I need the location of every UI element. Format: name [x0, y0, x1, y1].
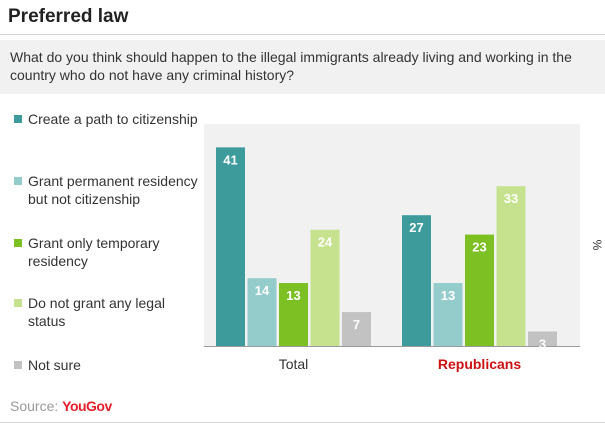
- source-line: Source: YouGov: [10, 398, 112, 414]
- legend-label: Grant only temporary residency: [28, 235, 160, 269]
- source-label: Source:: [10, 398, 59, 414]
- legend-label: Grant permanent residency but not citize…: [28, 173, 198, 207]
- legend-label: Do not grant any legal status: [28, 295, 165, 329]
- data-label: 7: [353, 317, 360, 332]
- legend-swatch: [14, 299, 22, 307]
- bar: [528, 331, 557, 346]
- bar: [496, 186, 526, 346]
- y-axis-label: %: [590, 240, 604, 251]
- survey-question: What do you think should happen to the i…: [0, 40, 605, 94]
- data-label: 23: [472, 240, 486, 255]
- legend-swatch: [14, 115, 22, 123]
- chart-title: Preferred law: [8, 6, 129, 27]
- legend-swatch: [14, 239, 22, 247]
- data-label: 13: [286, 288, 300, 303]
- data-label: 24: [318, 235, 333, 250]
- yougov-logo: YouGov: [62, 398, 112, 414]
- bar: [279, 283, 308, 346]
- data-label: 27: [409, 220, 423, 235]
- bar: [402, 215, 431, 346]
- data-label: 41: [223, 152, 237, 167]
- bar: [342, 312, 371, 346]
- title-divider: [0, 34, 605, 35]
- x-tick-label: Total: [279, 356, 309, 372]
- data-label: 13: [441, 288, 455, 303]
- data-label: 14: [255, 283, 270, 298]
- bar: [465, 234, 494, 346]
- legend-swatch: [14, 177, 22, 185]
- x-tick-label: Republicans: [438, 356, 521, 372]
- bar: [247, 278, 277, 346]
- bar: [310, 229, 340, 346]
- bottom-divider: [0, 422, 605, 423]
- legend-label: Create a path to citizenship: [28, 111, 198, 127]
- bar: [433, 283, 463, 346]
- data-label: 3: [539, 336, 546, 351]
- legend-label: Not sure: [28, 357, 81, 373]
- legend-swatch: [14, 361, 22, 369]
- data-label: 33: [504, 191, 518, 206]
- bar: [216, 147, 245, 346]
